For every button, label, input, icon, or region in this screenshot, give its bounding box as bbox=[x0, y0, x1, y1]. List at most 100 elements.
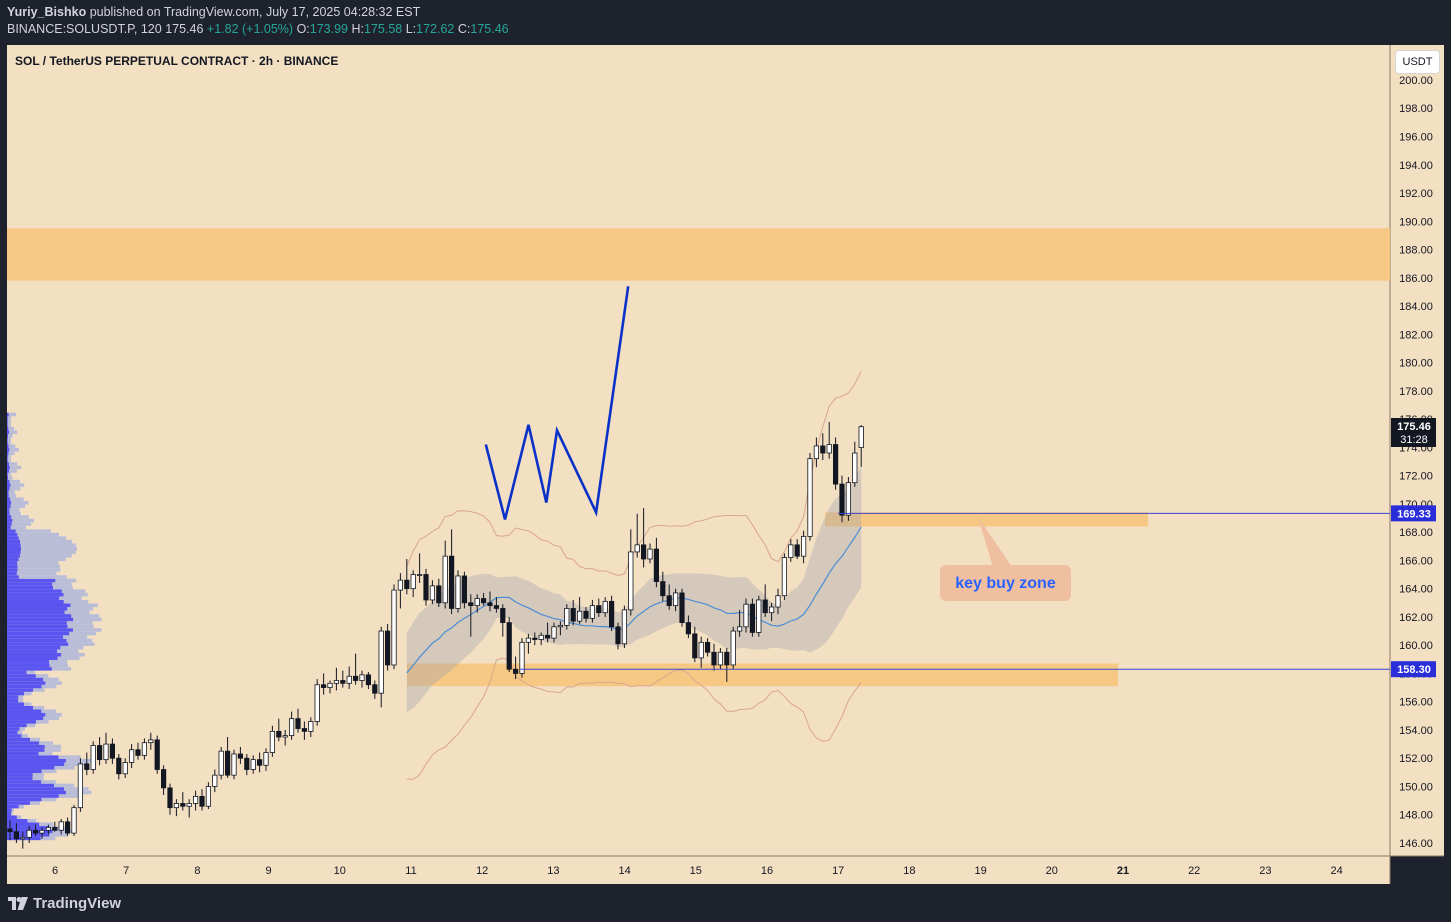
open-label: O: bbox=[296, 22, 310, 36]
candle-body-105 bbox=[679, 592, 685, 623]
price-tick-168: 168.00 bbox=[1399, 527, 1433, 539]
volume-profile-bar-rest-85 bbox=[18, 536, 67, 540]
volume-profile-bar-113 bbox=[7, 437, 8, 442]
candle-body-91 bbox=[589, 605, 596, 619]
volume-profile-bar-rest-65 bbox=[67, 607, 94, 611]
callout-layer[interactable]: key buy zone bbox=[940, 517, 1071, 601]
candle-body-14 bbox=[97, 745, 103, 761]
volume-profile-bar-rest-1 bbox=[49, 833, 68, 837]
low-label: L: bbox=[405, 22, 417, 36]
price-scale-background[interactable] bbox=[1390, 45, 1444, 856]
volume-profile-bar-91 bbox=[7, 515, 12, 519]
candle-body-59 bbox=[384, 630, 391, 666]
candle-body-100 bbox=[647, 548, 653, 560]
chart-header: Yuriy_Bishko published on TradingView.co… bbox=[0, 0, 1451, 44]
candle-body-112 bbox=[724, 651, 730, 666]
volume-profile-bar-rest-47 bbox=[26, 670, 36, 675]
price-tags: 175.46 31:28 169.33 158.30 bbox=[1391, 418, 1436, 678]
currency-button[interactable]: USDT bbox=[1395, 50, 1440, 74]
candle-body-53 bbox=[346, 675, 352, 684]
last-price: 175.46 bbox=[165, 22, 204, 36]
candle-body-63 bbox=[410, 574, 416, 590]
candle-body-110 bbox=[711, 651, 717, 666]
volume-profile-bar-93 bbox=[7, 508, 10, 512]
volume-profile-bar-rest-87 bbox=[15, 529, 51, 533]
bands-layer bbox=[406, 371, 862, 780]
volume-profile-bar-rest-57 bbox=[63, 635, 88, 639]
candle-body-117 bbox=[756, 599, 762, 633]
volume-profile-bar-87 bbox=[7, 529, 16, 533]
candle-body-85 bbox=[551, 626, 557, 639]
candle-body-96 bbox=[621, 609, 628, 645]
volume-profile-bar-79 bbox=[7, 557, 19, 562]
candle-body-114 bbox=[737, 626, 743, 632]
tradingview-logo[interactable]: TradingView bbox=[8, 895, 121, 912]
price-tick-198: 198.00 bbox=[1399, 103, 1433, 115]
candle-body-83 bbox=[538, 634, 544, 640]
price-tick-188: 188.00 bbox=[1399, 245, 1433, 257]
volume-profile-bar-120 bbox=[7, 412, 9, 417]
projection-path bbox=[484, 286, 630, 520]
candle-body-38 bbox=[250, 759, 256, 770]
price-tick-146: 146.00 bbox=[1399, 838, 1433, 850]
volume-profile-bar-rest-83 bbox=[20, 543, 76, 547]
candle-body-17 bbox=[116, 757, 122, 775]
candle-body-20 bbox=[135, 749, 141, 756]
volume-profile-bar-43 bbox=[7, 684, 42, 689]
candle-body-3 bbox=[26, 829, 32, 838]
last-price-tag-value: 175.46 bbox=[1397, 421, 1431, 433]
volume-profile-bar-rest-53 bbox=[57, 649, 79, 653]
volume-profile-bar-61 bbox=[7, 621, 67, 625]
price-axis-labels: 146.00 148.00 150.00 152.00 154.00 156.00 158.… bbox=[1399, 75, 1433, 850]
volume-profile-bar-90 bbox=[7, 518, 13, 523]
candle-body-77 bbox=[500, 608, 506, 623]
volume-profile-bar-rest-28 bbox=[30, 737, 41, 742]
volume-profile-bar-101 bbox=[7, 479, 10, 484]
time-scale-background[interactable] bbox=[7, 856, 1390, 884]
volume-profile-bar-rest-69 bbox=[63, 592, 88, 597]
volume-profile-bar-rest-73 bbox=[55, 578, 77, 583]
candle-body-13 bbox=[90, 745, 96, 770]
candle-body-58 bbox=[378, 630, 384, 694]
volume-profile-bar-96 bbox=[7, 497, 11, 502]
volume-profile-bar-108 bbox=[7, 455, 8, 459]
volume-profile-bar-rest-88 bbox=[10, 525, 26, 530]
callout-box[interactable] bbox=[940, 565, 1071, 601]
volume-profile-bar-14 bbox=[7, 787, 65, 791]
price-tick-162: 162.00 bbox=[1399, 612, 1433, 624]
author-name[interactable]: Yuriy_Bishko bbox=[7, 5, 87, 19]
volume-profile-bar-rest-112 bbox=[7, 441, 11, 445]
candle-body-128 bbox=[826, 444, 832, 454]
candle-body-33 bbox=[218, 750, 224, 776]
volume-profile-bar-74 bbox=[7, 575, 19, 579]
volume-profile-bar-26 bbox=[7, 744, 45, 749]
volume-profile-bar-11 bbox=[7, 797, 42, 802]
candle-body-25 bbox=[167, 787, 173, 809]
volume-profile-bar-6 bbox=[7, 815, 17, 819]
volume-profile-bar-119 bbox=[7, 416, 8, 420]
volume-profile-bar-105 bbox=[7, 465, 10, 470]
volume-profile bbox=[7, 412, 102, 841]
price-tick-178: 178.00 bbox=[1399, 386, 1433, 398]
candle-body-72 bbox=[468, 602, 474, 607]
candle-body-78 bbox=[506, 622, 512, 670]
volume-profile-bar-106 bbox=[7, 462, 10, 466]
time-tick-8: 8 bbox=[194, 865, 200, 877]
volume-profile-bar-25 bbox=[7, 748, 45, 752]
volume-profile-bar-68 bbox=[7, 596, 60, 600]
volume-profile-bar-rest-31 bbox=[19, 727, 25, 731]
volume-profile-bar-rest-38 bbox=[24, 702, 32, 706]
volume-profile-bar-rest-89 bbox=[11, 522, 32, 526]
volume-profile-bar-53 bbox=[7, 649, 58, 653]
zone-rect bbox=[407, 663, 1118, 687]
volume-profile-bar-rest-50 bbox=[49, 660, 68, 664]
candle-body-19 bbox=[128, 749, 135, 763]
volume-profile-bar-46 bbox=[7, 674, 36, 678]
volume-profile-bar-55 bbox=[7, 642, 69, 646]
time-tick-14: 14 bbox=[618, 865, 630, 877]
levels-layer bbox=[520, 512, 1390, 670]
volume-profile-bar-81 bbox=[7, 550, 21, 555]
volume-profile-bar-rest-24 bbox=[38, 751, 53, 756]
candle-body-88 bbox=[570, 608, 576, 622]
